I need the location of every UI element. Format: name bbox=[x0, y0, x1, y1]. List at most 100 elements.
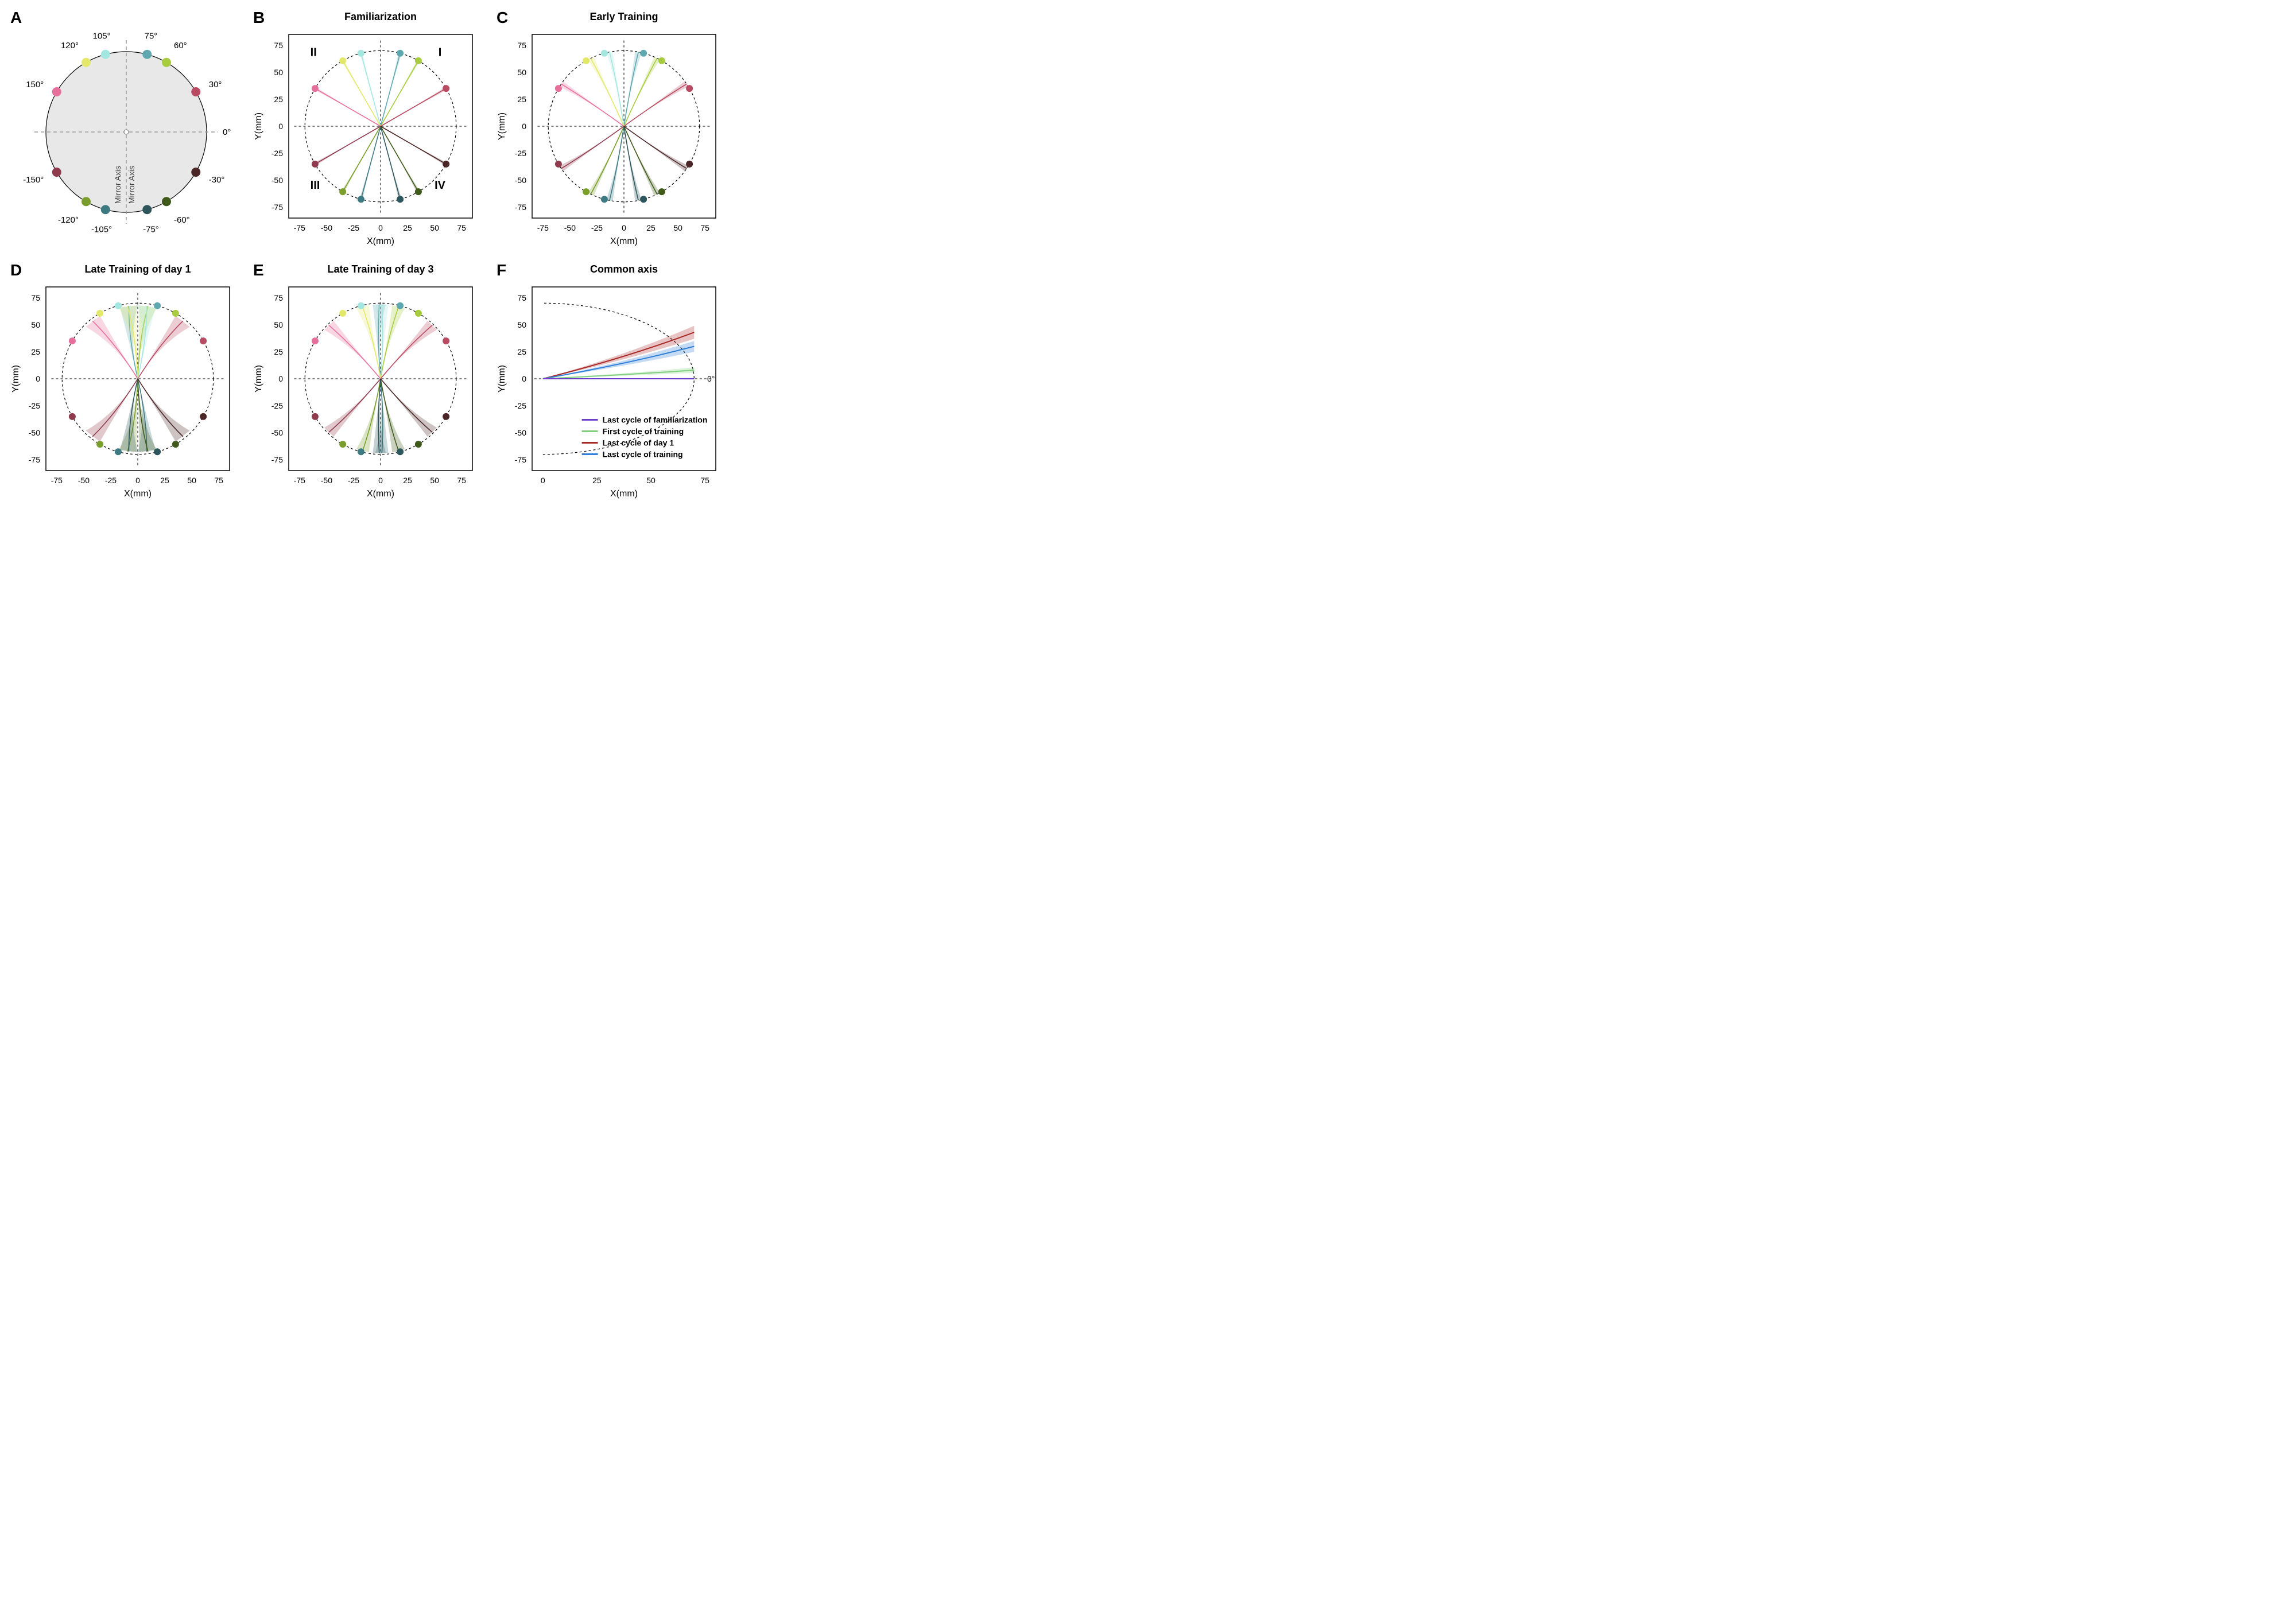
svg-text:150°: 150° bbox=[26, 80, 44, 90]
svg-text:X(mm): X(mm) bbox=[610, 236, 638, 246]
svg-text:-75: -75 bbox=[294, 223, 305, 232]
svg-text:0: 0 bbox=[522, 122, 526, 131]
svg-text:-50: -50 bbox=[321, 476, 332, 485]
svg-text:-75°: -75° bbox=[143, 224, 159, 234]
svg-text:-30°: -30° bbox=[209, 175, 225, 185]
svg-text:75°: 75° bbox=[145, 32, 158, 41]
svg-text:75: 75 bbox=[31, 293, 40, 302]
svg-text:-50: -50 bbox=[29, 428, 40, 437]
svg-text:X(mm): X(mm) bbox=[367, 489, 394, 499]
svg-text:-50: -50 bbox=[78, 476, 90, 485]
svg-text:75: 75 bbox=[517, 41, 526, 50]
svg-text:75: 75 bbox=[274, 41, 284, 50]
svg-text:-75: -75 bbox=[272, 455, 283, 464]
svg-text:105°: 105° bbox=[93, 32, 111, 41]
svg-text:0: 0 bbox=[378, 476, 383, 485]
svg-text:25: 25 bbox=[160, 476, 169, 485]
svg-text:-50: -50 bbox=[321, 223, 332, 232]
svg-text:Late Training of day 3: Late Training of day 3 bbox=[328, 263, 434, 275]
svg-text:-75: -75 bbox=[51, 476, 63, 485]
panel-a: A0°Mirror AxisMirror Axis30°60°75°105°12… bbox=[6, 6, 243, 252]
svg-text:0: 0 bbox=[279, 122, 284, 131]
svg-text:-25: -25 bbox=[272, 149, 283, 158]
svg-text:50: 50 bbox=[31, 320, 40, 329]
svg-text:25: 25 bbox=[404, 476, 413, 485]
svg-text:50: 50 bbox=[517, 320, 526, 329]
svg-text:-25: -25 bbox=[348, 223, 359, 232]
svg-text:-50: -50 bbox=[514, 176, 526, 185]
svg-text:-25: -25 bbox=[272, 401, 283, 410]
svg-text:-25: -25 bbox=[514, 149, 526, 158]
svg-text:Last cycle of training: Last cycle of training bbox=[602, 450, 682, 459]
svg-text:B: B bbox=[253, 9, 265, 26]
svg-text:0°: 0° bbox=[223, 127, 231, 137]
svg-text:-50: -50 bbox=[514, 428, 526, 437]
panel-e: ELate Training of day 3-75-75-50-50-25-2… bbox=[249, 258, 486, 505]
svg-text:0: 0 bbox=[522, 374, 526, 383]
svg-text:C: C bbox=[497, 9, 508, 26]
svg-text:50: 50 bbox=[274, 320, 284, 329]
svg-text:50: 50 bbox=[274, 68, 284, 77]
panel-b: BFamiliarization-75-75-50-50-25-25002525… bbox=[249, 6, 486, 252]
svg-text:75: 75 bbox=[700, 223, 709, 232]
svg-text:0°: 0° bbox=[707, 374, 715, 383]
svg-text:75: 75 bbox=[517, 293, 526, 302]
panel-c: CEarly Training-75-75-50-50-25-250025255… bbox=[492, 6, 729, 252]
svg-text:III: III bbox=[311, 179, 320, 192]
figure-grid: A0°Mirror AxisMirror Axis30°60°75°105°12… bbox=[0, 0, 735, 516]
svg-text:-75: -75 bbox=[29, 455, 40, 464]
svg-text:25: 25 bbox=[517, 347, 526, 356]
svg-text:Last cycle of familiarization: Last cycle of familiarization bbox=[602, 415, 707, 425]
svg-text:50: 50 bbox=[187, 476, 196, 485]
svg-text:Y(mm): Y(mm) bbox=[254, 365, 263, 393]
svg-text:0: 0 bbox=[541, 476, 545, 485]
svg-text:0: 0 bbox=[36, 374, 40, 383]
svg-text:75: 75 bbox=[700, 476, 709, 485]
svg-text:Late Training of day 1: Late Training of day 1 bbox=[84, 263, 191, 275]
svg-text:-75: -75 bbox=[537, 223, 548, 232]
svg-text:-50: -50 bbox=[564, 223, 575, 232]
svg-text:I: I bbox=[439, 46, 442, 59]
svg-text:X(mm): X(mm) bbox=[610, 489, 638, 499]
svg-text:50: 50 bbox=[430, 223, 440, 232]
svg-text:Familiarization: Familiarization bbox=[344, 11, 417, 22]
svg-text:-150°: -150° bbox=[23, 175, 44, 185]
svg-text:First cycle of training: First cycle of training bbox=[602, 427, 684, 436]
svg-text:-25: -25 bbox=[29, 401, 40, 410]
svg-text:120°: 120° bbox=[61, 41, 79, 50]
svg-text:Y(mm): Y(mm) bbox=[11, 365, 21, 393]
svg-text:25: 25 bbox=[31, 347, 40, 356]
svg-text:F: F bbox=[497, 261, 506, 279]
svg-text:25: 25 bbox=[646, 223, 656, 232]
svg-text:50: 50 bbox=[673, 223, 682, 232]
svg-text:50: 50 bbox=[646, 476, 656, 485]
svg-text:D: D bbox=[10, 261, 22, 279]
svg-text:0: 0 bbox=[135, 476, 140, 485]
svg-text:-25: -25 bbox=[591, 223, 602, 232]
svg-text:25: 25 bbox=[274, 95, 284, 104]
svg-text:50: 50 bbox=[517, 68, 526, 77]
svg-text:-75: -75 bbox=[514, 203, 526, 212]
svg-text:II: II bbox=[311, 46, 317, 59]
svg-text:-25: -25 bbox=[514, 401, 526, 410]
svg-text:50: 50 bbox=[430, 476, 440, 485]
svg-text:Y(mm): Y(mm) bbox=[254, 112, 263, 140]
svg-text:E: E bbox=[253, 261, 264, 279]
svg-text:60°: 60° bbox=[174, 41, 187, 50]
svg-text:75: 75 bbox=[457, 223, 467, 232]
svg-text:0: 0 bbox=[622, 223, 626, 232]
svg-text:25: 25 bbox=[404, 223, 413, 232]
svg-text:-25: -25 bbox=[105, 476, 117, 485]
svg-text:25: 25 bbox=[274, 347, 284, 356]
svg-text:25: 25 bbox=[592, 476, 602, 485]
svg-text:25: 25 bbox=[517, 95, 526, 104]
svg-text:-105°: -105° bbox=[91, 224, 112, 234]
svg-text:Mirror Axis: Mirror Axis bbox=[127, 166, 136, 204]
svg-text:75: 75 bbox=[214, 476, 223, 485]
svg-text:IV: IV bbox=[435, 179, 446, 192]
svg-text:-50: -50 bbox=[272, 428, 283, 437]
svg-text:X(mm): X(mm) bbox=[124, 489, 152, 499]
panel-f: FCommon axis0255075-75-50-250255075X(mm)… bbox=[492, 258, 729, 505]
svg-text:75: 75 bbox=[274, 293, 284, 302]
svg-text:Last cycle of day 1: Last cycle of day 1 bbox=[602, 438, 674, 448]
